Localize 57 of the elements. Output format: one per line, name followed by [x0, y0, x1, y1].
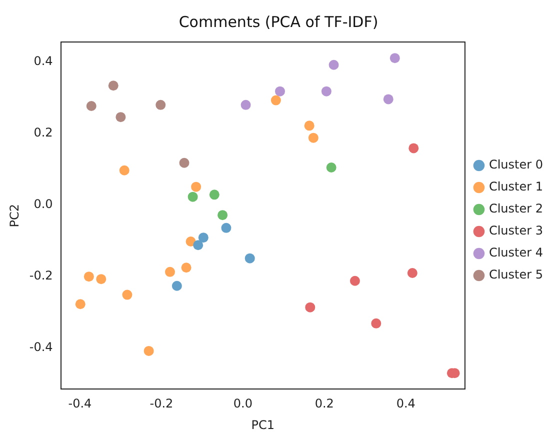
point [122, 290, 132, 300]
x-axis-title: PC1 [251, 418, 275, 432]
point [270, 95, 281, 106]
point [350, 276, 360, 286]
point [244, 253, 255, 264]
point [408, 143, 419, 154]
y-tick-label: 0.4 [34, 54, 53, 68]
y-tick-label: -0.4 [29, 340, 53, 354]
point [407, 268, 418, 278]
legend-label: Cluster 3 [488, 224, 544, 238]
point [144, 346, 154, 356]
point [75, 299, 86, 310]
point [186, 236, 196, 247]
legend-label: Cluster 5 [488, 268, 544, 282]
chart-title: Comments (PCA of TF-IDF) [178, 12, 378, 31]
point [326, 162, 336, 173]
point [218, 210, 228, 220]
point [156, 100, 166, 110]
point [209, 190, 220, 200]
legend-label: Cluster 4 [488, 246, 544, 260]
point [221, 222, 232, 233]
point [198, 232, 208, 243]
point [188, 192, 198, 202]
legend-label: Cluster 1 [488, 180, 544, 194]
point [116, 112, 126, 122]
point [390, 53, 400, 64]
point [383, 94, 394, 104]
point [240, 100, 251, 110]
point [321, 86, 332, 96]
point [179, 158, 190, 168]
x-tick-label: -0.4 [68, 396, 92, 411]
y-tick-label: 0.2 [34, 125, 53, 140]
x-tick-label: 0.4 [396, 396, 416, 411]
x-tick-label: -0.2 [150, 396, 174, 411]
y-axis-title: PC2 [7, 204, 22, 228]
point [275, 86, 285, 96]
legend-label: Cluster 2 [488, 202, 544, 216]
point [108, 80, 118, 91]
legend-label: Cluster 0 [488, 158, 544, 172]
point [191, 182, 202, 192]
point [193, 240, 204, 250]
point [165, 266, 175, 277]
point [86, 101, 96, 112]
y-tick-label: -0.2 [29, 268, 53, 282]
y-tick-label: 0.0 [34, 196, 53, 211]
point [96, 274, 106, 284]
point [371, 318, 382, 328]
point [119, 165, 130, 176]
point [84, 272, 94, 282]
point [305, 302, 316, 312]
point [172, 280, 182, 291]
point [328, 60, 339, 70]
x-tick-label: 0.0 [233, 396, 252, 411]
point [181, 262, 192, 273]
point [304, 120, 314, 131]
point [308, 132, 318, 143]
x-tick-label: 0.2 [314, 396, 334, 411]
